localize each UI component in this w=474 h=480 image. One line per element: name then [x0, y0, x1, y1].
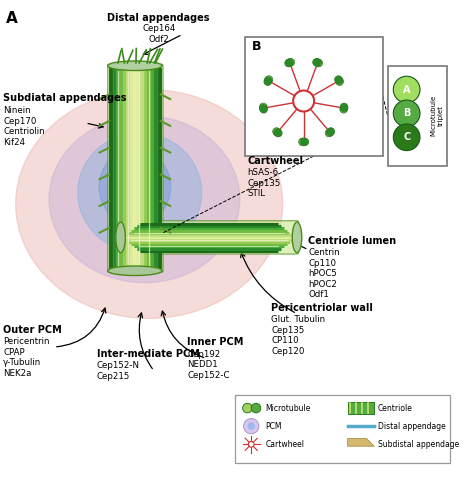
Text: Centriolin: Centriolin: [3, 127, 45, 136]
Circle shape: [325, 129, 333, 137]
Text: Cartwheel: Cartwheel: [247, 156, 303, 166]
Ellipse shape: [78, 133, 201, 252]
Circle shape: [248, 442, 254, 447]
Text: Subdiatal appendages: Subdiatal appendages: [3, 93, 127, 103]
Circle shape: [287, 59, 295, 66]
Text: Cep152-C: Cep152-C: [187, 371, 230, 380]
Circle shape: [340, 104, 348, 112]
FancyBboxPatch shape: [108, 64, 163, 272]
Text: Inter-mediate PCM: Inter-mediate PCM: [97, 348, 200, 359]
Text: Centriole lumen: Centriole lumen: [309, 236, 397, 246]
Bar: [388, 66, 447, 166]
Circle shape: [340, 103, 348, 111]
Text: A: A: [6, 11, 18, 26]
Ellipse shape: [49, 116, 240, 283]
Circle shape: [340, 106, 347, 113]
Circle shape: [247, 422, 255, 430]
Polygon shape: [347, 439, 374, 446]
Text: hPOC2: hPOC2: [309, 280, 337, 289]
Text: Outer PCM: Outer PCM: [3, 325, 62, 335]
Circle shape: [265, 76, 273, 84]
Text: Cp110: Cp110: [309, 259, 337, 268]
Text: Cep164: Cep164: [142, 24, 175, 34]
Ellipse shape: [99, 149, 171, 225]
Text: Cep120: Cep120: [271, 347, 305, 356]
Circle shape: [264, 78, 272, 85]
Circle shape: [259, 103, 267, 111]
Circle shape: [285, 59, 292, 67]
Text: hPOC5: hPOC5: [309, 269, 337, 278]
Text: Cep192: Cep192: [187, 349, 220, 359]
Circle shape: [293, 91, 314, 111]
Text: Microtubule: Microtubule: [265, 404, 311, 413]
Text: STIL: STIL: [247, 190, 265, 198]
Text: Ninein: Ninein: [3, 107, 31, 115]
Text: C: C: [403, 132, 410, 142]
Circle shape: [301, 138, 309, 145]
Circle shape: [315, 59, 322, 67]
Circle shape: [313, 59, 320, 66]
Text: CP110: CP110: [271, 336, 299, 345]
Text: Microtubule
triplet: Microtubule triplet: [431, 95, 444, 136]
Circle shape: [243, 403, 252, 413]
Text: CPAP: CPAP: [3, 348, 25, 357]
Text: Odf1: Odf1: [309, 290, 329, 300]
Text: Cep152-N: Cep152-N: [97, 361, 140, 370]
Text: Cep215: Cep215: [97, 372, 130, 381]
Circle shape: [273, 129, 281, 136]
Text: Glut. Tubulin: Glut. Tubulin: [271, 315, 325, 324]
Circle shape: [326, 129, 334, 136]
Circle shape: [336, 77, 343, 84]
Circle shape: [259, 104, 267, 112]
Text: Centriole: Centriole: [378, 404, 413, 413]
Circle shape: [327, 128, 335, 135]
Circle shape: [273, 128, 280, 135]
Text: NEK2a: NEK2a: [3, 369, 32, 378]
Ellipse shape: [108, 61, 162, 71]
Text: hSAS-6: hSAS-6: [247, 168, 279, 178]
Text: Distal appendages: Distal appendages: [108, 13, 210, 23]
Text: Distal appendage: Distal appendage: [378, 422, 446, 431]
Ellipse shape: [292, 222, 302, 252]
Circle shape: [300, 138, 308, 146]
Ellipse shape: [116, 222, 125, 252]
Text: Cartwheel: Cartwheel: [265, 440, 304, 449]
Text: B: B: [252, 40, 262, 53]
Text: γ-Tubulin: γ-Tubulin: [3, 358, 42, 367]
Text: Pericentriolar wall: Pericentriolar wall: [271, 303, 373, 313]
Circle shape: [335, 76, 342, 84]
Circle shape: [299, 138, 306, 145]
Text: Cep135: Cep135: [247, 179, 281, 188]
Text: Kif24: Kif24: [3, 138, 26, 147]
Bar: [347, 402, 374, 414]
Text: Centrin: Centrin: [309, 249, 340, 257]
Text: Odf2: Odf2: [148, 35, 169, 44]
Ellipse shape: [16, 90, 283, 318]
Circle shape: [244, 419, 259, 434]
Text: Subdistal appendage: Subdistal appendage: [378, 440, 459, 449]
Circle shape: [286, 59, 293, 66]
Text: A: A: [403, 84, 410, 95]
Bar: [235, 395, 449, 463]
Bar: [245, 37, 383, 156]
Circle shape: [274, 129, 282, 137]
Text: PCM: PCM: [265, 422, 282, 431]
Circle shape: [260, 106, 267, 113]
Circle shape: [393, 76, 420, 103]
FancyBboxPatch shape: [119, 221, 299, 254]
Circle shape: [393, 100, 420, 127]
Text: B: B: [403, 108, 410, 119]
Circle shape: [314, 59, 321, 66]
Text: NEDD1: NEDD1: [187, 360, 218, 369]
Text: Inner PCM: Inner PCM: [187, 337, 244, 347]
Circle shape: [264, 77, 272, 84]
Circle shape: [393, 124, 420, 151]
Ellipse shape: [108, 266, 162, 276]
Circle shape: [251, 403, 261, 413]
Text: Pericentrin: Pericentrin: [3, 337, 50, 346]
Text: Cep170: Cep170: [3, 117, 36, 126]
Circle shape: [336, 78, 344, 85]
Text: Cep135: Cep135: [271, 326, 305, 335]
